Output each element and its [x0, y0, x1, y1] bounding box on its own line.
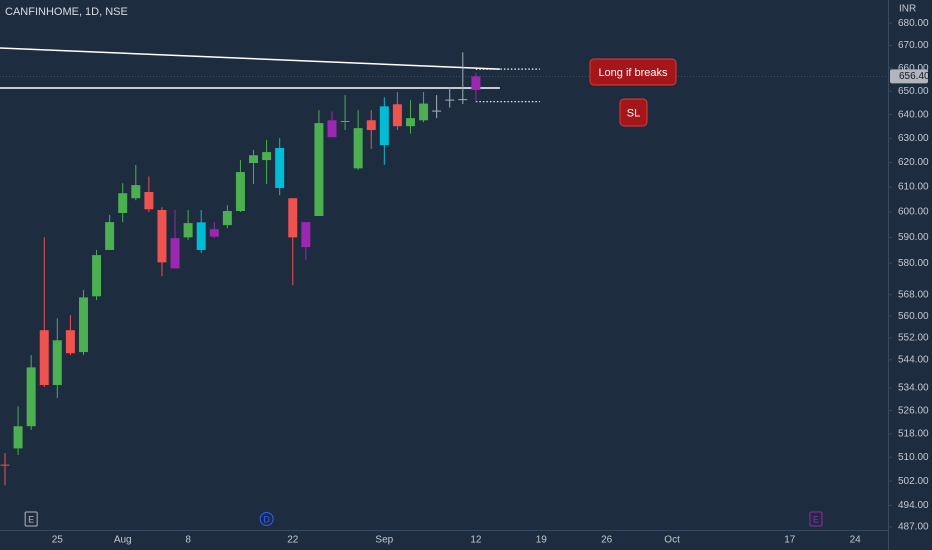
x-tick-label: 22	[287, 535, 299, 546]
chart-title: CANFINHOME, 1D, NSE	[5, 6, 128, 18]
candle-body	[432, 110, 442, 112]
candle-body	[183, 223, 193, 238]
y-tick-label: 534.00	[898, 383, 929, 394]
x-tick-label: 24	[850, 535, 862, 546]
annotation-box	[619, 98, 648, 127]
candle-body	[405, 118, 415, 127]
candle-body	[419, 103, 429, 121]
annotation-box	[589, 58, 677, 86]
x-tick-label: 19	[536, 535, 548, 546]
x-tick-label: Aug	[114, 535, 132, 546]
event-label: E	[28, 514, 34, 524]
y-tick-label: 560.00	[898, 311, 929, 322]
y-tick-label: 620.00	[898, 157, 929, 168]
last-price-box	[890, 69, 928, 84]
x-tick-label: 8	[185, 535, 191, 546]
candle-body	[131, 185, 141, 199]
candle-body	[275, 147, 285, 189]
candle-body	[92, 255, 102, 297]
candle-body	[340, 120, 350, 122]
y-tick-label: 660.00	[898, 63, 929, 74]
candle-body	[78, 297, 88, 353]
event-marker	[259, 512, 274, 526]
candle-body	[458, 99, 468, 101]
y-tick-label: 580.00	[898, 258, 929, 269]
candle-body	[222, 210, 232, 226]
event-marker	[24, 511, 38, 527]
candle-body	[262, 152, 272, 161]
candle-body	[301, 222, 311, 248]
y-tick-label: 552.00	[898, 332, 929, 343]
y-tick-label: 640.00	[898, 109, 929, 120]
y-tick-label: 544.00	[898, 355, 929, 366]
event-label: D	[263, 514, 270, 524]
candle-body	[327, 120, 337, 138]
candle-body	[379, 106, 389, 146]
candle-body	[366, 120, 376, 131]
y-tick-label: 680.00	[898, 18, 929, 29]
candle-body	[392, 104, 402, 127]
trendline	[0, 47, 500, 70]
candle-body	[13, 426, 23, 449]
candle-body	[353, 128, 363, 169]
y-tick-label: 487.00	[898, 522, 929, 533]
y-tick-label: 670.00	[898, 40, 929, 51]
candle-body	[209, 229, 219, 237]
candle-body	[471, 76, 481, 91]
candle-body	[26, 367, 36, 427]
x-tick-label: 17	[784, 535, 796, 546]
x-tick-label: Oct	[664, 535, 680, 546]
last-price-label: 656.40	[899, 71, 930, 82]
y-tick-label: 494.00	[898, 500, 929, 511]
candle-body	[144, 192, 154, 210]
annotation-text: SL	[627, 107, 640, 119]
candle-body	[39, 330, 49, 386]
y-tick-label: 590.00	[898, 232, 929, 243]
candle-body	[314, 123, 324, 217]
candle-body	[52, 340, 62, 386]
candle-body	[445, 99, 455, 101]
x-tick-label: 26	[601, 535, 613, 546]
candle-body	[170, 238, 180, 269]
y-tick-label: 568.00	[898, 289, 929, 300]
y-tick-label: 502.00	[898, 476, 929, 487]
candle-body	[196, 222, 206, 250]
x-tick-label: 25	[52, 535, 64, 546]
candle-body	[0, 464, 10, 466]
candle-body	[65, 330, 75, 354]
candle-body	[235, 172, 245, 211]
candle-body	[118, 193, 128, 214]
candle-body	[157, 209, 167, 263]
y-tick-label: 510.00	[898, 452, 929, 463]
annotation-text: Long if breaks	[598, 67, 668, 79]
y-tick-label: 600.00	[898, 207, 929, 218]
event-marker	[809, 511, 823, 527]
candle-body	[249, 155, 259, 164]
x-tick-label: 12	[470, 535, 482, 546]
currency-label: INR	[899, 4, 916, 15]
y-tick-label: 518.00	[898, 428, 929, 439]
y-tick-label: 650.00	[898, 86, 929, 97]
y-tick-label: 526.00	[898, 405, 929, 416]
y-tick-label: 610.00	[898, 182, 929, 193]
x-tick-label: Sep	[375, 535, 393, 546]
y-tick-label: 630.00	[898, 133, 929, 144]
candle-body	[288, 198, 298, 238]
candle-body	[105, 222, 115, 250]
event-label: E	[813, 514, 819, 524]
